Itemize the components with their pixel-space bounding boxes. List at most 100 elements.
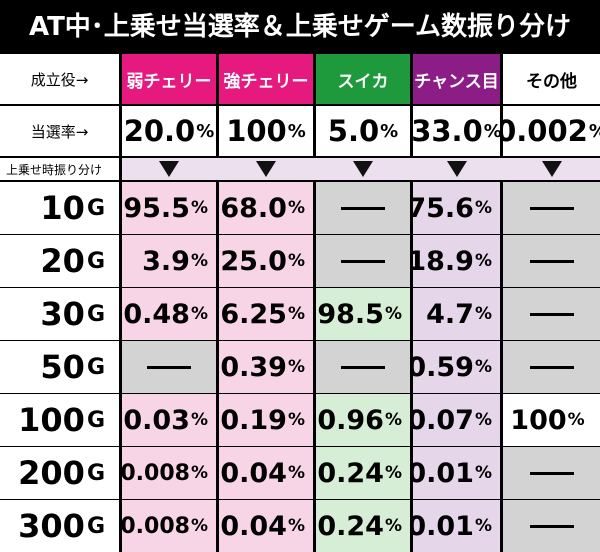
percent-unit: %	[384, 516, 402, 536]
percent-unit: %	[287, 463, 305, 483]
column-header-label: チャンス目	[414, 71, 499, 92]
rate-row-label-text: 当選率→	[30, 122, 89, 141]
em-dash-icon	[341, 259, 385, 263]
percent-unit: %	[589, 121, 600, 142]
rate-row-label: 当選率→	[0, 106, 119, 156]
column-header-label: その他	[526, 71, 577, 92]
win-rate-cell: 5.0%	[316, 106, 410, 156]
rate-value: 0.008	[122, 460, 190, 486]
rate-cell: 0.24%	[316, 500, 410, 552]
game-count-value: 300	[18, 507, 85, 545]
rate-cell: 25.0%	[219, 235, 313, 287]
win-rate-cell: 0.002%	[503, 106, 600, 156]
page-title: AT中･上乗せ当選率＆上乗せゲーム数振り分け	[28, 11, 572, 42]
percent-unit: %	[190, 463, 208, 483]
rate-value: 0.04	[220, 457, 287, 489]
rate-cell: 0.008%	[122, 447, 216, 499]
column-header-label: 強チェリー	[223, 71, 309, 92]
column-header-5: その他	[503, 54, 600, 104]
percent-unit: %	[484, 121, 500, 142]
rate-value: 0.96	[317, 404, 384, 436]
allocation-table: 成立役→ 弱チェリー 強チェリー スイカ チャンス目 その他 当選率→ 20.0% 100% 5.…	[0, 48, 600, 552]
percent-unit: %	[287, 120, 306, 142]
rate-cell: 0.01%	[413, 447, 500, 499]
game-count-value: 100	[18, 401, 85, 439]
empty-cell	[503, 341, 600, 393]
empty-cell	[503, 182, 600, 234]
win-rate-cell: 20.0%	[122, 106, 216, 156]
win-rate-cell: 100%	[219, 106, 313, 156]
header-row-label-text: 成立役→	[30, 70, 89, 89]
game-unit: G	[86, 301, 105, 327]
rate-cell: 4.7%	[413, 288, 500, 340]
rate-cell: 0.19%	[219, 394, 313, 446]
game-unit: G	[86, 248, 105, 274]
rate-cell: 0.04%	[219, 500, 313, 552]
percent-unit: %	[287, 304, 305, 324]
game-count-value: 50	[40, 348, 85, 386]
rate-cell: 0.01%	[413, 500, 500, 552]
em-dash-icon	[529, 312, 574, 316]
header-row-label: 成立役→	[0, 54, 119, 104]
empty-cell	[316, 235, 410, 287]
rate-value: 95.5	[123, 192, 190, 224]
rate-value: 75.6	[413, 192, 474, 224]
percent-unit: %	[190, 410, 208, 430]
percent-unit: %	[190, 198, 208, 218]
rate-cell: 98.5%	[316, 288, 410, 340]
rate-value: 0.48	[123, 298, 190, 330]
rate-value: 25.0	[220, 245, 287, 277]
percent-unit: %	[190, 251, 208, 271]
percent-unit: %	[380, 120, 399, 142]
allocation-label-text: 上乗せ時振り分け	[6, 162, 103, 177]
win-rate-value: 5.0	[327, 114, 380, 148]
percent-unit: %	[474, 410, 492, 430]
rate-cell: 0.008%	[122, 500, 216, 552]
down-arrow-cell	[316, 158, 410, 180]
empty-cell	[503, 288, 600, 340]
empty-cell	[503, 500, 600, 552]
empty-cell	[122, 341, 216, 393]
column-header-2: 強チェリー	[219, 54, 313, 104]
empty-cell	[503, 447, 600, 499]
em-dash-icon	[529, 206, 574, 210]
down-arrow-cell	[122, 158, 216, 180]
percent-unit: %	[474, 357, 492, 377]
rate-cell: 0.04%	[219, 447, 313, 499]
rate-cell: 0.03%	[122, 394, 216, 446]
rate-cell: 68.0%	[219, 182, 313, 234]
rate-value: 6.25	[220, 298, 287, 330]
rate-cell: 0.48%	[122, 288, 216, 340]
percent-unit: %	[474, 516, 492, 536]
game-count-label: 200 G	[0, 447, 119, 499]
rate-cell: 0.96%	[316, 394, 410, 446]
column-header-label: 弱チェリー	[126, 71, 212, 92]
rate-value: 0.01	[413, 510, 474, 542]
game-count-label: 30 G	[0, 288, 119, 340]
percent-unit: %	[384, 304, 402, 324]
game-count-label: 50 G	[0, 341, 119, 393]
game-unit: G	[86, 513, 105, 539]
win-rate-value: 0.002	[503, 114, 588, 148]
game-unit: G	[86, 407, 105, 433]
em-dash-icon	[341, 365, 385, 369]
em-dash-icon	[529, 471, 574, 475]
win-rate-value: 33.0	[413, 114, 483, 148]
game-count-label: 100 G	[0, 394, 119, 446]
game-count-value: 30	[40, 295, 85, 333]
rate-value: 0.04	[220, 510, 287, 542]
rate-cell: 100%	[503, 394, 600, 446]
em-dash-icon	[341, 206, 385, 210]
rate-cell: 0.39%	[219, 341, 313, 393]
game-unit: G	[86, 354, 105, 380]
down-triangle-icon	[256, 161, 276, 177]
down-arrow-cell	[413, 158, 500, 180]
rate-value: 0.01	[413, 457, 474, 489]
win-rate-value: 100	[226, 114, 287, 148]
rate-value: 4.7	[426, 298, 474, 330]
percent-unit: %	[567, 410, 585, 430]
game-count-value: 200	[18, 454, 85, 492]
column-header-3: スイカ	[316, 54, 410, 104]
percent-unit: %	[287, 410, 305, 430]
em-dash-icon	[529, 524, 574, 528]
